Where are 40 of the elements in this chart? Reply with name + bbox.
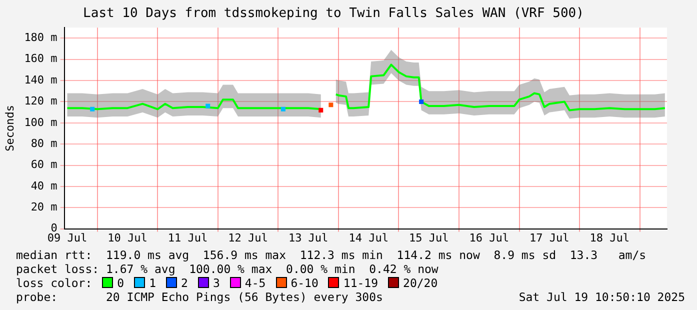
y-tick-label: 180 m	[24, 31, 58, 44]
legend-label: 6-10	[290, 276, 318, 290]
legend-label: 2	[181, 276, 188, 290]
text: packet loss: 1.67 % avg 100.00 % max 0.00 % min 0.42 % now	[16, 262, 438, 276]
x-tick-label: 15 Jul	[408, 231, 449, 244]
y-tick-label: 160 m	[24, 52, 58, 66]
x-tick-label: 13 Jul	[288, 231, 328, 244]
point	[318, 108, 324, 112]
legend-label: 1	[149, 276, 156, 290]
point	[90, 106, 95, 112]
y-tick-label: 100 m	[24, 116, 58, 129]
x-tick-label: 17 Jul	[530, 231, 570, 244]
x-tick-label: 10 Jul	[108, 231, 148, 244]
y-tick-label: 80 m	[30, 136, 58, 150]
chart-title: Last 10 Days from tdssmokeping to Twin Falls Sales WAN (VRF 500)	[83, 6, 584, 22]
text: Sat Jul 19 10:50:10 2025	[518, 290, 685, 304]
point	[419, 99, 424, 104]
point	[206, 104, 210, 108]
x-tick-label: 14 Jul	[348, 231, 388, 244]
legend-title: loss color:	[16, 276, 92, 290]
y-tick-label: 140 m	[24, 73, 58, 86]
x-tick-label: 16 Jul	[469, 231, 509, 244]
legend-label: 20/20	[403, 276, 438, 290]
y-tick-label: 120 m	[24, 94, 58, 108]
point	[280, 106, 286, 112]
text: probe: 20 ICMP Echo Pings (56 Bytes) every 300s	[16, 290, 383, 304]
text: median rtt: 119.0 ms avg 156.9 ms max 112.3 ms min 114.2 ms now 8.9 ms sd 13.3 am/s	[16, 248, 646, 262]
x-tick-label: 09 Jul	[47, 231, 88, 244]
y-axis-title: Seconds	[3, 105, 16, 152]
legend-label: 3	[212, 276, 220, 290]
legend-label: 0	[117, 276, 124, 290]
point	[328, 102, 334, 108]
x-tick-label: 11 Jul	[168, 231, 208, 244]
y-tick-label: 20 m	[30, 200, 58, 214]
y-tick-label: 60 m	[30, 158, 58, 172]
legend-label: 4-5	[244, 276, 266, 290]
x-tick-label: 12 Jul	[228, 231, 268, 244]
legend-label: 11-19	[343, 276, 378, 290]
y-tick-label: 40 m	[30, 179, 58, 192]
x-tick-label: 18 Jul	[590, 231, 630, 244]
